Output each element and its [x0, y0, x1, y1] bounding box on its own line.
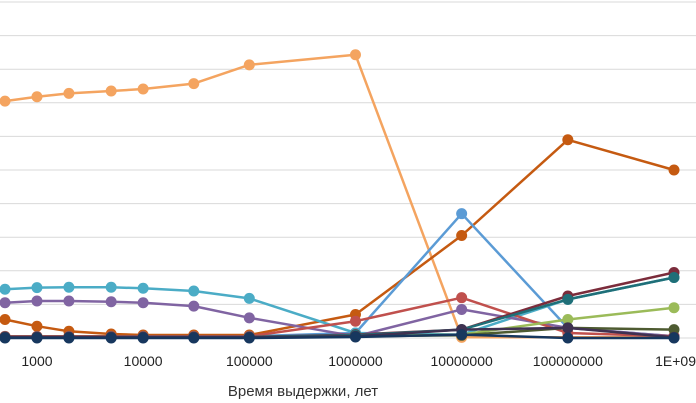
data-point	[562, 332, 574, 344]
data-point	[137, 297, 149, 309]
data-point	[0, 314, 11, 326]
x-axis-title: Время выдержки, лет	[228, 383, 378, 400]
data-point	[188, 78, 200, 90]
data-point	[137, 282, 149, 294]
data-point	[105, 281, 117, 293]
data-point	[137, 83, 149, 95]
data-point	[456, 208, 468, 220]
data-point	[456, 230, 468, 242]
data-point	[668, 272, 680, 284]
data-point	[562, 322, 574, 334]
x-tick-label: 10000000	[431, 353, 494, 369]
x-tick-label: 10000	[124, 353, 163, 369]
data-point	[562, 134, 574, 146]
data-point	[456, 303, 468, 315]
data-point	[668, 164, 680, 176]
x-tick-label: 1000	[21, 353, 52, 369]
series-0	[0, 49, 680, 343]
data-point	[562, 314, 574, 326]
data-point	[0, 95, 11, 107]
data-point	[31, 320, 43, 332]
gridlines	[0, 1, 696, 339]
x-tick-label: 1E+09	[655, 353, 696, 369]
data-point	[63, 87, 75, 99]
data-point	[31, 282, 43, 294]
data-point	[31, 332, 43, 344]
data-point	[243, 59, 255, 71]
data-point	[137, 332, 149, 344]
data-point	[188, 300, 200, 312]
data-point	[243, 332, 255, 344]
data-point	[105, 332, 117, 344]
data-point	[349, 49, 361, 61]
series-11	[0, 329, 680, 344]
data-point	[349, 331, 361, 343]
data-point	[105, 296, 117, 308]
data-point	[668, 324, 680, 336]
series-layer	[0, 49, 680, 344]
x-tick-label: 1000000	[328, 353, 383, 369]
series-line	[4, 276, 675, 336]
x-tick-label: 100000	[226, 353, 273, 369]
series-8	[0, 272, 680, 343]
data-point	[0, 332, 11, 344]
data-point	[105, 85, 117, 97]
data-point	[188, 332, 200, 344]
data-point	[456, 292, 468, 304]
data-point	[349, 315, 361, 327]
data-point	[0, 283, 11, 295]
data-point	[31, 295, 43, 307]
data-point	[243, 312, 255, 324]
data-point	[243, 292, 255, 304]
data-point	[31, 91, 43, 103]
data-point	[63, 281, 75, 293]
data-point	[63, 332, 75, 344]
data-point	[668, 302, 680, 314]
data-point	[562, 293, 574, 305]
data-point	[668, 332, 680, 344]
data-point	[188, 285, 200, 297]
data-point	[63, 295, 75, 307]
data-point	[0, 297, 11, 309]
x-tick-labels: 1000 10000 100000 1000000 10000000 100000000 1…	[21, 353, 696, 369]
x-tick-label: 100000000	[533, 353, 603, 369]
data-point	[456, 329, 468, 341]
